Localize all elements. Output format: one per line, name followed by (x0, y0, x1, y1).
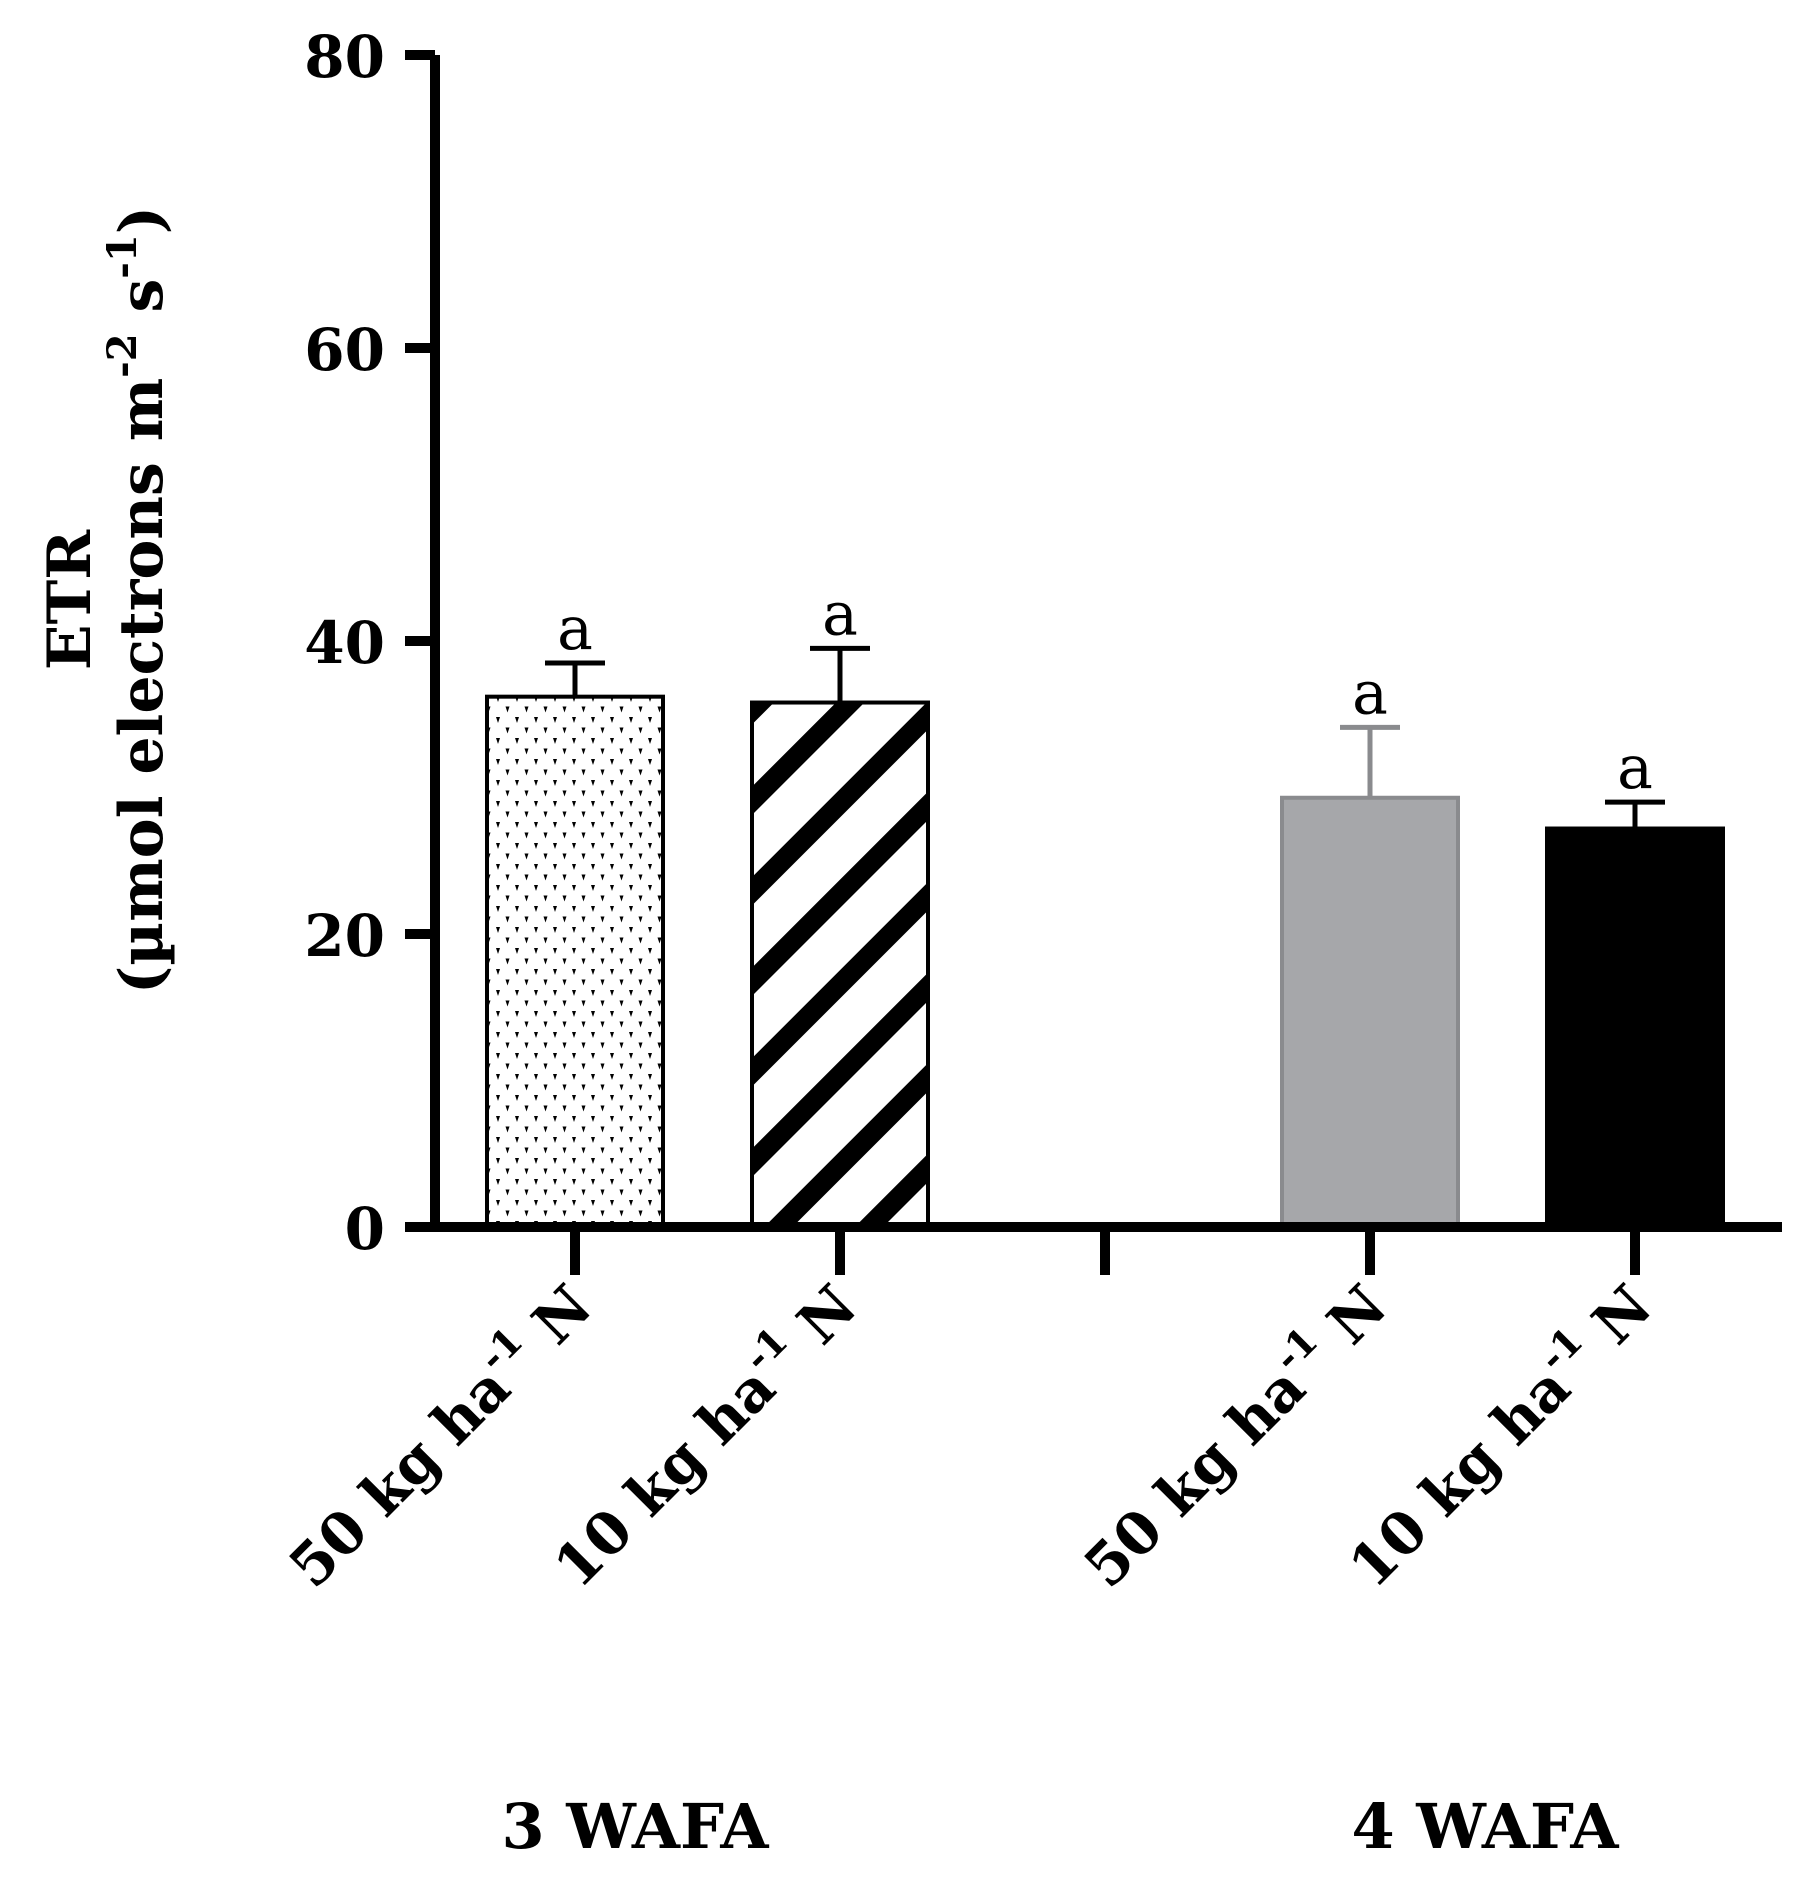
category-labels: 50 kg ha-1 N10 kg ha-1 N50 kg ha-1 N10 k… (276, 1272, 1665, 1601)
y-axis-title-line2: (µmol electrons m-2 s-1) (99, 206, 177, 994)
y-tick-label-60: 60 (304, 316, 385, 384)
category-label-main-3: 10 kg ha (1336, 1353, 1583, 1600)
sig-letter-0: a (557, 594, 593, 664)
bar-0 (485, 694, 665, 1229)
bar-3 (1545, 826, 1725, 1230)
y-tick-label-40: 40 (304, 609, 385, 677)
y-axis-ticks: 0 20 40 60 80 (304, 23, 435, 1263)
sig-letter-1: a (822, 579, 858, 649)
bar-2 (1280, 795, 1460, 1229)
category-label-main-0: 50 kg ha (276, 1353, 523, 1600)
group-label-3-wafa: 3 WAFA (502, 1790, 770, 1863)
category-label-main-2: 50 kg ha (1071, 1353, 1318, 1600)
y-axis-title-line1: ETR (35, 529, 105, 670)
y-tick-label-20: 20 (304, 902, 385, 970)
bars: a a a a (485, 579, 1725, 1230)
x-axis-ticks (570, 1227, 1640, 1275)
bar-1 (750, 700, 930, 1229)
group-label-4-wafa: 4 WAFA (1352, 1790, 1620, 1863)
sig-letter-3: a (1617, 733, 1653, 803)
y-axis-title: ETR (µmol electrons m-2 s-1) (35, 206, 177, 994)
sig-letter-2: a (1352, 658, 1388, 728)
category-label-main-1: 10 kg ha (541, 1353, 788, 1600)
y-tick-label-80: 80 (304, 23, 385, 91)
y-tick-label-0: 0 (345, 1195, 385, 1263)
